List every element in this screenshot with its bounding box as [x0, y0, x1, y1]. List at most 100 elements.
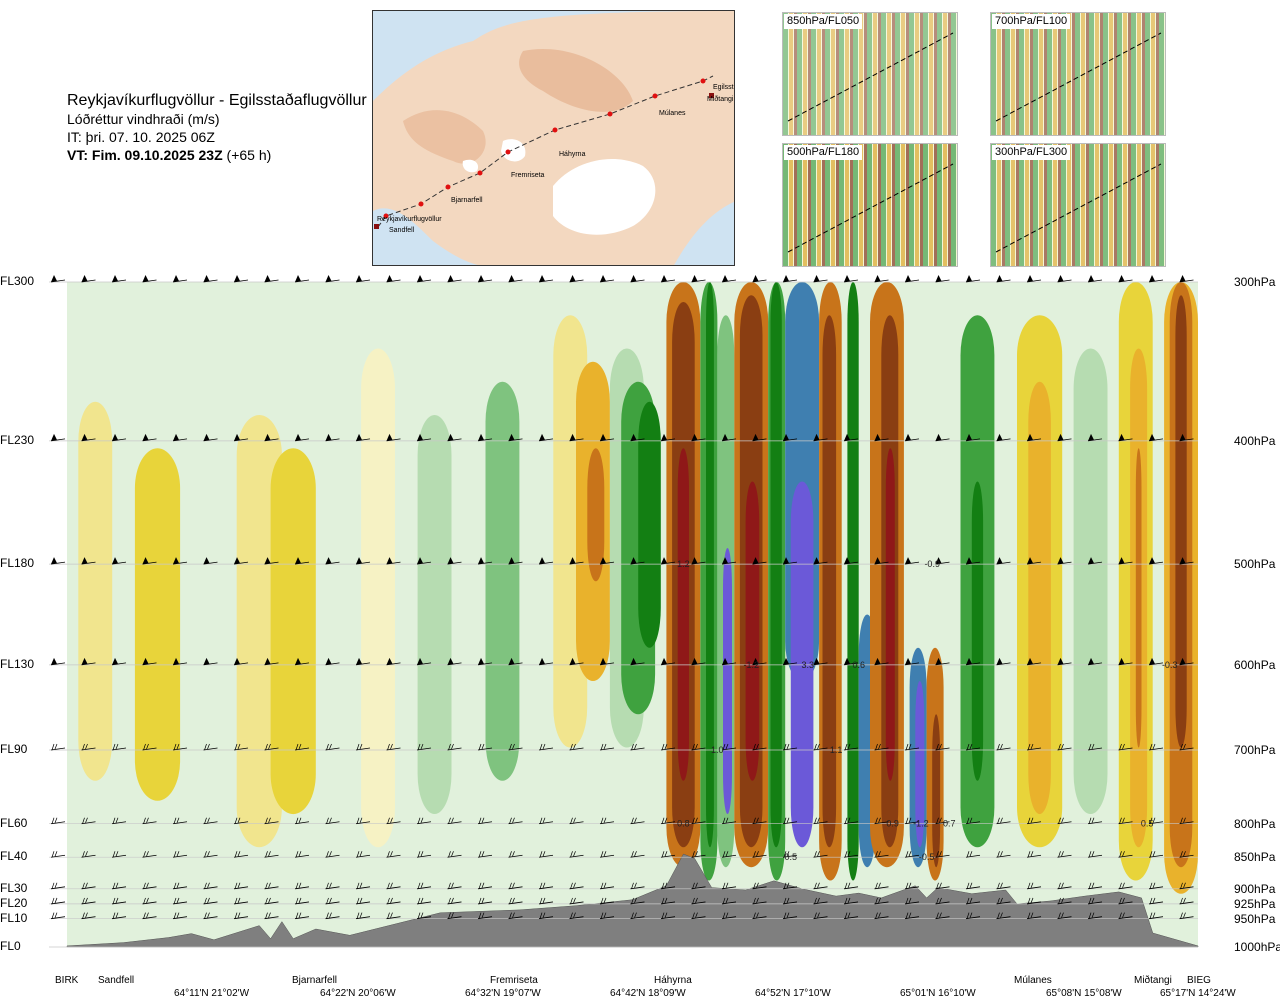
wind-barb — [203, 882, 218, 890]
wind-barb — [874, 433, 889, 442]
coordinate-label: 65°01'N 16°10'W — [900, 988, 976, 999]
wind-barb — [447, 912, 462, 920]
valid-time: VT: Fim. 09.10.2025 23Z (+65 h) — [67, 146, 367, 164]
wind-barb — [264, 557, 279, 565]
wind-barb — [355, 657, 371, 666]
wind-barb — [1087, 912, 1103, 920]
thumbnail-700hpa[interactable]: 700hPa/FL100 — [990, 12, 1166, 136]
wind-barb — [1087, 743, 1103, 751]
wind-barb — [264, 275, 279, 283]
wind-barb — [996, 912, 1011, 920]
thumbnail-300hpa[interactable]: 300hPa/FL300 — [990, 143, 1166, 267]
wind-barb — [1148, 433, 1164, 442]
wind-barb — [386, 851, 401, 858]
wind-barb — [813, 275, 828, 283]
wind-barb — [172, 851, 188, 858]
wind-barb — [752, 557, 767, 565]
valid-time-offset: (+65 h) — [226, 147, 272, 163]
cross-section-chart[interactable]: 1.2 -0.9 -1.2 3.3 0.6 -0.3 1.0 1.1 0.8 0.9 -1.2 0.7… — [0, 262, 1280, 972]
wind-barb — [325, 851, 340, 858]
hpa-label: 950hPa — [1234, 911, 1276, 926]
thumbnail-850hpa[interactable]: 850hPa/FL050 — [782, 12, 958, 136]
thumbnail-500hpa[interactable]: 500hPa/FL180 — [782, 143, 958, 267]
wind-barb — [416, 557, 432, 565]
wind-barb — [904, 851, 920, 858]
wind-barb — [508, 275, 523, 283]
wind-barb — [355, 817, 371, 825]
wind-barb — [660, 433, 676, 442]
wind-barb — [416, 275, 432, 283]
wind-barb — [81, 657, 96, 666]
wind-barb — [294, 897, 310, 905]
wind-band-26 — [790, 481, 814, 848]
wind-barb — [874, 851, 889, 858]
wind-barb — [538, 433, 554, 442]
wind-barb — [569, 912, 584, 920]
wind-barb — [508, 743, 523, 751]
wind-barb — [1087, 851, 1103, 858]
wind-barb — [569, 882, 584, 890]
value-annotation: -0.9 — [924, 559, 940, 569]
wind-barb — [1087, 882, 1103, 890]
wind-barb — [1057, 657, 1072, 666]
wind-barb — [1118, 743, 1133, 751]
map-label-mulanes: Múlanes — [659, 110, 686, 117]
wind-barb — [50, 743, 66, 751]
wind-barb — [660, 912, 676, 920]
map-label-fremriseta: Fremriseta — [511, 172, 545, 179]
wind-barb — [294, 557, 310, 565]
hpa-label: 900hPa — [1234, 881, 1276, 896]
wind-barb — [569, 851, 584, 858]
wind-barb — [111, 912, 127, 920]
wind-barb — [264, 851, 279, 858]
wind-barb — [477, 897, 493, 905]
wind-barb — [477, 882, 493, 890]
value-annotation: 1.0 — [711, 745, 724, 755]
wind-barb — [843, 433, 859, 442]
coordinate-label: 64°52'N 17°10'W — [755, 988, 831, 999]
wind-barb — [843, 557, 859, 565]
wind-barb — [172, 657, 188, 666]
map-label-midtangi: Miðtangi — [707, 95, 734, 103]
wind-barb — [1057, 817, 1072, 825]
wind-barb — [874, 817, 889, 825]
thumbnail-500hpa-graphic — [783, 144, 957, 266]
wind-barb — [782, 275, 798, 283]
wind-barb — [569, 657, 584, 666]
wind-band-1 — [134, 448, 181, 801]
route-map[interactable]: Reykjavíkurflugvöllur Sandfell Bjarnarfe… — [372, 10, 735, 266]
wind-barb — [1087, 557, 1103, 565]
wind-barb — [965, 433, 981, 442]
wind-band-9 — [587, 448, 605, 582]
wind-barb — [50, 817, 66, 825]
wind-barb — [843, 275, 859, 283]
wind-band-35 — [915, 681, 925, 848]
wind-barb — [630, 433, 645, 442]
wind-barb — [416, 817, 432, 825]
wind-band-5 — [417, 415, 452, 814]
wind-barb — [691, 657, 706, 666]
wind-barb — [1026, 912, 1042, 920]
wind-barb — [721, 851, 737, 858]
wind-barb — [752, 897, 767, 905]
wind-barb — [508, 897, 523, 905]
wind-barb — [1148, 817, 1164, 825]
value-annotation: -0.3 — [1162, 660, 1178, 670]
wind-barb — [50, 433, 66, 442]
wind-barb — [538, 897, 554, 905]
wind-barb — [1057, 912, 1072, 920]
variable-label: Lóðréttur vindhraði (m/s) — [67, 111, 220, 127]
wind-barb — [569, 433, 584, 442]
wind-barb — [50, 275, 66, 283]
fl-label: FL0 — [0, 939, 21, 953]
wind-barb — [1026, 817, 1042, 825]
hpa-label: 1000hPa — [1234, 940, 1280, 954]
wind-barb — [111, 557, 127, 565]
wind-barb — [325, 743, 340, 751]
wind-barb — [508, 882, 523, 890]
wind-barb — [172, 897, 188, 905]
value-annotation: 0.9 — [886, 819, 899, 829]
wind-barb — [81, 557, 96, 565]
wind-barb — [203, 657, 218, 666]
wind-barb — [50, 912, 66, 920]
